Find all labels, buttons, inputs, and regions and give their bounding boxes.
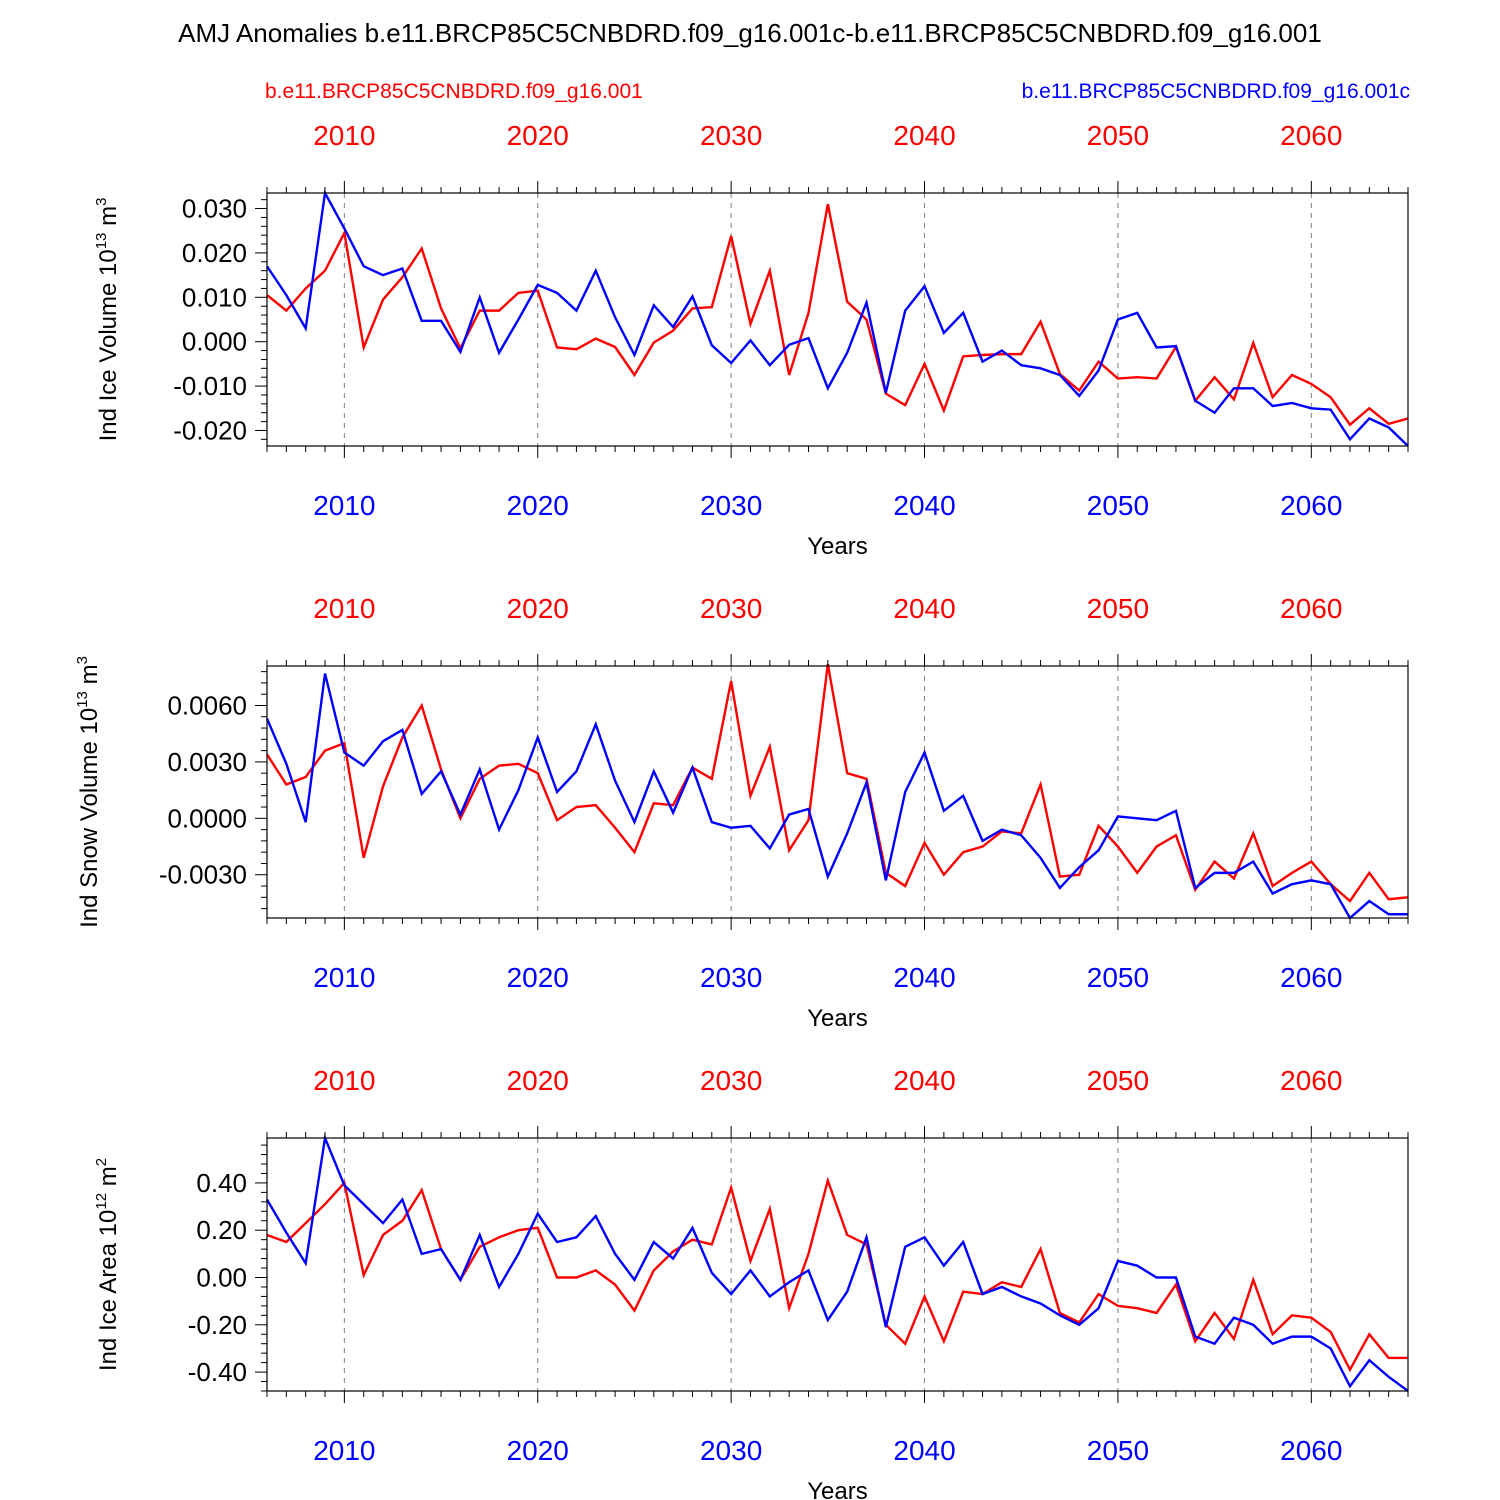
plot-frame <box>266 192 1409 447</box>
x-tick-label-top: 2060 <box>1280 120 1342 151</box>
x-tick-label-bottom: 2020 <box>507 1435 569 1466</box>
chart-panel-3: -0.40 -0.20 0.00 0.20 0.40 2010 2010 2020 2020 20… <box>93 1065 1409 1500</box>
x-tick-label-bottom: 2020 <box>507 962 569 993</box>
series-line-red <box>265 663 1409 903</box>
x-tick-label-bottom: 2030 <box>700 1435 762 1466</box>
y-tick-label: -0.020 <box>173 415 247 445</box>
x-tick-label-bottom: 2020 <box>507 490 569 521</box>
series-line-red <box>266 1176 1408 1373</box>
x-axis-label: Years <box>807 1005 868 1032</box>
x-tick-label-bottom: 2040 <box>893 1435 955 1466</box>
x-tick-label-top: 2030 <box>700 593 762 624</box>
chart-panel-2: -0.0030 0.0000 0.0030 0.0060 2010 2010 2020 202… <box>74 593 1409 1032</box>
x-tick-label-top: 2010 <box>313 593 375 624</box>
x-tick-label-top: 2020 <box>507 1065 569 1096</box>
plot-frame <box>266 665 1409 919</box>
legend-blue-series: b.e11.BRCP85C5CNBDRD.f09_g16.001c <box>1021 80 1410 103</box>
y-axis-label-text: Ind Snow Volume 10 <box>76 708 103 928</box>
y-axis-label-unit-exponent: 2 <box>93 1158 110 1166</box>
x-tick-label-top: 2010 <box>313 1065 375 1096</box>
x-tick-label-bottom: 2060 <box>1280 490 1342 521</box>
y-axis-label-unit: m <box>76 664 103 691</box>
x-tick-label-bottom: 2010 <box>313 1435 375 1466</box>
x-tick-label-bottom: 2050 <box>1087 1435 1149 1466</box>
x-axis-label: Years <box>807 533 868 560</box>
x-tick-label-top: 2030 <box>700 1065 762 1096</box>
chart-title: AMJ Anomalies b.e11.BRCP85C5CNBDRD.f09_g… <box>178 18 1322 48</box>
x-tick-label-top: 2040 <box>893 1065 955 1096</box>
x-tick-label-bottom: 2030 <box>700 490 762 521</box>
series-line-blue <box>266 189 1409 447</box>
x-tick-label-top: 2060 <box>1280 593 1342 624</box>
y-axis-label: Ind Ice Area 1012 m2 <box>93 1158 122 1371</box>
y-axis-label-exponent: 13 <box>74 691 91 708</box>
x-tick-label-bottom: 2030 <box>700 962 762 993</box>
y-axis-label: Ind Ice Volume 1013 m3 <box>93 198 122 442</box>
x-tick-label-bottom: 2060 <box>1280 962 1342 993</box>
x-tick-label-top: 2050 <box>1087 1065 1149 1096</box>
series-line-red <box>266 203 1409 427</box>
x-tick-label-top: 2020 <box>507 120 569 151</box>
chart-panel-1: -0.020 -0.010 0.000 0.010 0.020 0.030 2010 2010… <box>93 120 1409 560</box>
x-tick-label-top: 2050 <box>1087 120 1149 151</box>
x-tick-label-top: 2030 <box>700 120 762 151</box>
y-axis-label-exponent: 12 <box>93 1193 110 1210</box>
y-axis-label: Ind Snow Volume 1013 m3 <box>74 656 103 928</box>
y-tick-label: 0.0060 <box>167 690 247 720</box>
x-tick-label-bottom: 2010 <box>313 490 375 521</box>
y-tick-label: 0.020 <box>182 238 247 268</box>
y-axis-label-unit: m <box>95 206 122 233</box>
y-axis-label-text: Ind Ice Area 10 <box>95 1210 122 1371</box>
x-tick-label-bottom: 2040 <box>893 490 955 521</box>
y-tick-label: 0.000 <box>182 327 247 357</box>
x-tick-label-bottom: 2060 <box>1280 1435 1342 1466</box>
x-tick-label-top: 2040 <box>893 120 955 151</box>
x-tick-label-top: 2060 <box>1280 1065 1342 1096</box>
y-axis-label-text: Ind Ice Volume 10 <box>95 249 122 441</box>
series-line-blue <box>265 673 1408 920</box>
y-tick-label: -0.0030 <box>159 860 247 890</box>
x-tick-label-bottom: 2010 <box>313 962 375 993</box>
x-tick-label-bottom: 2050 <box>1087 962 1149 993</box>
x-tick-label-top: 2020 <box>507 593 569 624</box>
y-tick-label: 0.010 <box>182 282 247 312</box>
y-axis-label-unit-exponent: 3 <box>74 656 91 664</box>
y-tick-label: 0.0030 <box>167 747 247 777</box>
x-tick-label-top: 2050 <box>1087 593 1149 624</box>
plot-frame <box>266 1137 1409 1392</box>
y-tick-label: 0.030 <box>182 194 247 224</box>
legend-red-series: b.e11.BRCP85C5CNBDRD.f09_g16.001 <box>265 80 643 103</box>
y-tick-label: 0.20 <box>196 1215 247 1245</box>
y-tick-label: 0.40 <box>196 1168 247 1198</box>
x-tick-label-bottom: 2050 <box>1087 490 1149 521</box>
y-axis-label-exponent: 13 <box>93 233 110 250</box>
series-line-blue <box>265 1133 1409 1392</box>
x-tick-label-top: 2040 <box>893 593 955 624</box>
y-tick-label: -0.20 <box>188 1310 247 1340</box>
y-tick-label: -0.40 <box>188 1357 247 1387</box>
x-axis-label: Years <box>807 1478 868 1500</box>
x-tick-label-top: 2010 <box>313 120 375 151</box>
y-axis-label-unit-exponent: 3 <box>93 198 110 206</box>
y-tick-label: 0.0000 <box>167 803 247 833</box>
y-tick-label: 0.00 <box>196 1263 247 1293</box>
x-tick-label-bottom: 2040 <box>893 962 955 993</box>
y-axis-label-unit: m <box>95 1166 122 1193</box>
y-tick-label: -0.010 <box>173 371 247 401</box>
